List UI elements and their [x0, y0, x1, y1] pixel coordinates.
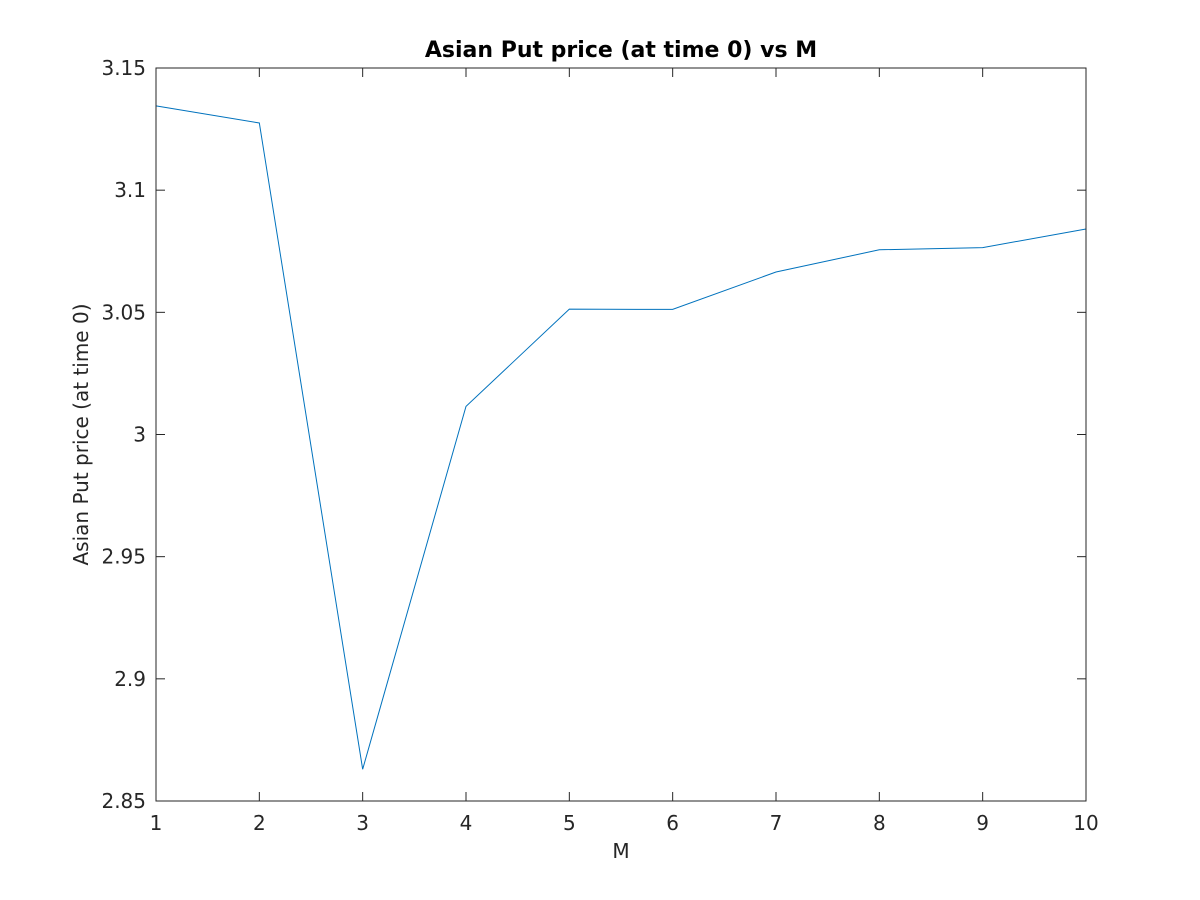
tick-labels-group: 1 2 3 4 5 6 7 8 9 10 2.85 2.9 2.95 3 3.05 3.1 3.15 [101, 56, 1098, 835]
y-axis-label: Asian Put price (at time 0) [69, 304, 93, 566]
x-tick-label: 10 [1073, 811, 1098, 835]
y-tick-label: 3.1 [114, 178, 146, 202]
series-line-0 [155, 105, 1087, 770]
x-tick-label: 7 [770, 811, 783, 835]
chart-title: Asian Put price (at time 0) vs M [425, 38, 817, 63]
y-tick-label: 3 [133, 423, 146, 447]
series-group [155, 105, 1087, 770]
y-tick-label: 2.85 [101, 789, 146, 813]
y-tick-label: 2.9 [114, 667, 146, 691]
x-tick-label: 3 [356, 811, 369, 835]
x-tick-label: 4 [460, 811, 473, 835]
plot-area-box [155, 67, 1087, 802]
plot-area-background [156, 68, 1086, 801]
y-tick-label: 2.95 [101, 545, 146, 569]
x-tick-label: 9 [976, 811, 989, 835]
x-axis-label: M [612, 839, 629, 863]
x-tick-label: 5 [563, 811, 576, 835]
x-tick-label: 8 [873, 811, 886, 835]
y-tick-label: 3.05 [101, 300, 146, 324]
x-tick-label: 1 [150, 811, 163, 835]
x-tick-label: 2 [253, 811, 266, 835]
x-tick-label: 6 [666, 811, 679, 835]
y-tick-label: 3.15 [101, 56, 146, 80]
